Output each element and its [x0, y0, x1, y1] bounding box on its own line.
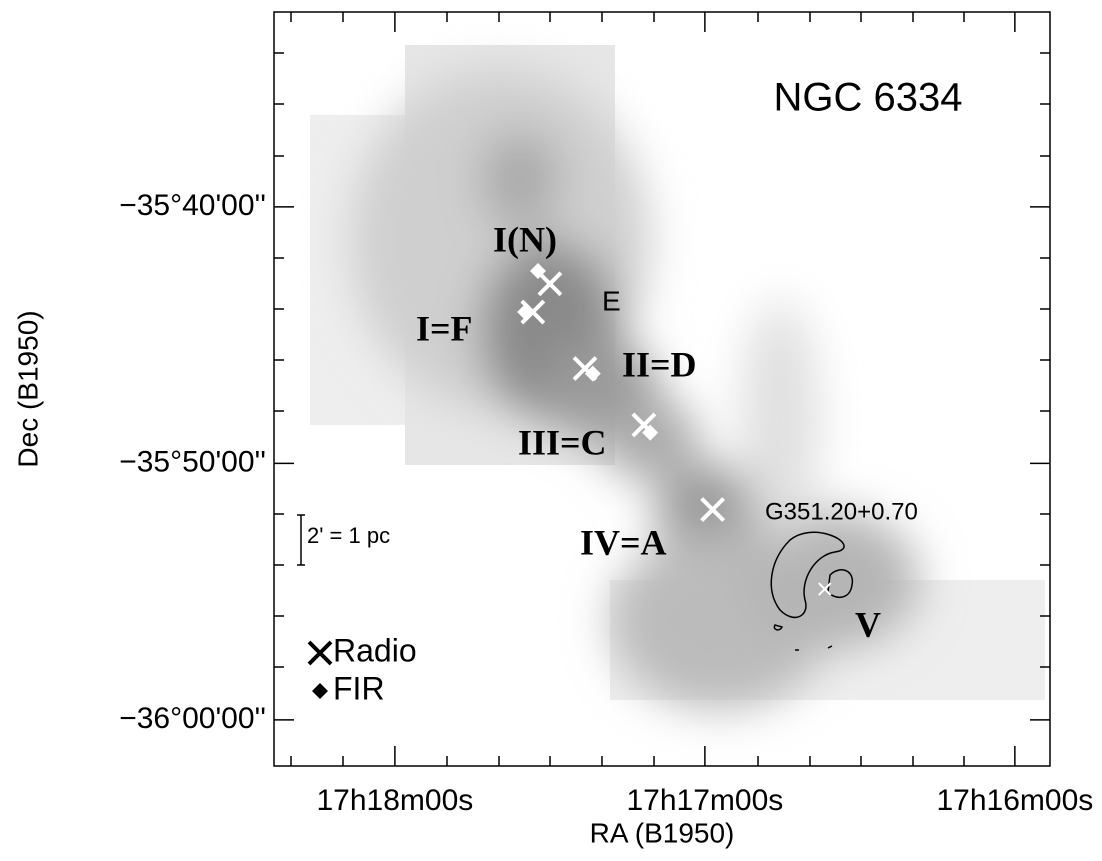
fir-marker	[312, 683, 328, 699]
radio-marker	[818, 582, 832, 596]
radio-marker	[700, 497, 726, 522]
scale-label: 2' = 1 pc	[307, 523, 390, 548]
minor-ticks	[274, 12, 1050, 766]
fir-marker	[530, 263, 547, 280]
x-tick-label: 17h18m00s	[316, 784, 473, 817]
annotation: G351.20+0.70	[765, 498, 918, 525]
legend-label: Radio	[333, 632, 417, 668]
fir-marker	[517, 304, 534, 321]
annotation: I(N)	[493, 219, 557, 259]
annotation: V	[855, 604, 881, 644]
radio-marker	[537, 271, 563, 297]
grayscale-image	[310, 45, 1045, 710]
fir-marker	[642, 424, 659, 441]
annotation: II=D	[622, 344, 697, 384]
x-tick-label: 17h17m00s	[626, 784, 783, 817]
annotation: III=C	[518, 422, 607, 462]
y-tick-label: −35°40'00''	[119, 189, 266, 222]
chart-title: NGC 6334	[774, 76, 963, 120]
y-tick-label: −35°50'00''	[119, 445, 266, 478]
y-axis-title: Dec (B1950)	[12, 310, 43, 467]
contours	[770, 531, 854, 651]
plot-frame	[273, 11, 1051, 767]
y-tick-label: −36°00'00''	[119, 702, 266, 735]
annotation: E	[602, 285, 621, 316]
x-tick-label: 17h16m00s	[936, 784, 1093, 817]
legend-label: FIR	[333, 670, 385, 706]
x-axis-title: RA (B1950)	[590, 817, 735, 848]
fir-marker	[584, 365, 601, 382]
annotation: I=F	[416, 308, 473, 348]
radio-marker	[307, 640, 333, 666]
annotation: IV=A	[580, 522, 667, 562]
scale-bar	[297, 514, 305, 566]
